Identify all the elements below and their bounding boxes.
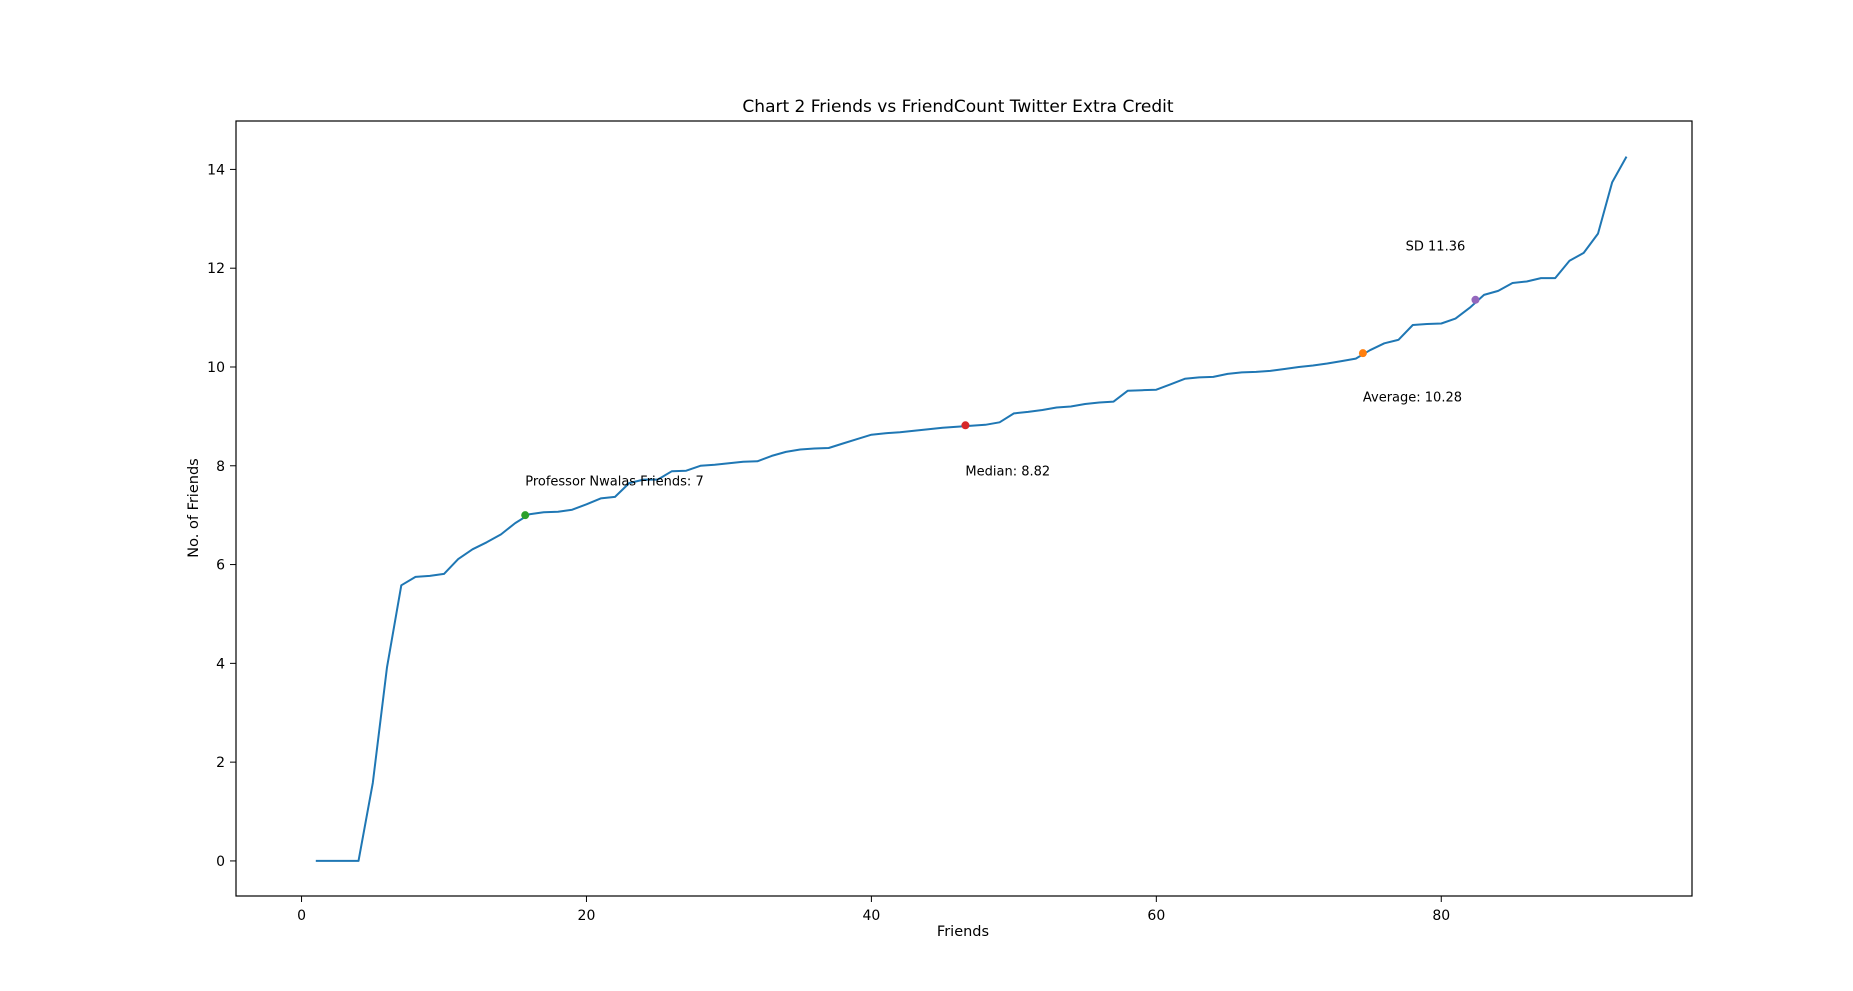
x-tick-label: 20 bbox=[578, 908, 596, 924]
x-tick-label: 0 bbox=[297, 908, 306, 924]
annotation-label: Median: 8.82 bbox=[965, 465, 1050, 480]
y-tick-label: 6 bbox=[216, 558, 225, 574]
plot-area: Professor Nwalas Friends: 7 Median: 8.82 A… bbox=[315, 156, 1628, 862]
x-tick-label: 60 bbox=[1147, 908, 1165, 924]
x-axis: 0 20 40 60 80 bbox=[297, 896, 1450, 924]
y-tick-label: 0 bbox=[216, 854, 225, 870]
x-tick-label: 40 bbox=[862, 908, 880, 924]
y-tick-label: 14 bbox=[207, 162, 225, 178]
y-tick-label: 8 bbox=[216, 459, 225, 475]
y-tick-label: 10 bbox=[207, 360, 225, 376]
y-tick-label: 2 bbox=[216, 755, 225, 771]
highlight-point bbox=[961, 421, 970, 430]
y-axis-label: No. of Friends bbox=[186, 458, 202, 557]
y-axis: 0 2 4 6 8 10 12 14 bbox=[207, 162, 236, 870]
highlight-point bbox=[1471, 295, 1480, 304]
chart-title: Chart 2 Friends vs FriendCount Twitter E… bbox=[742, 97, 1173, 117]
highlight-point bbox=[521, 511, 530, 520]
annotation-label: Average: 10.28 bbox=[1363, 391, 1462, 406]
y-tick-label: 4 bbox=[216, 656, 225, 672]
x-tick-label: 80 bbox=[1432, 908, 1450, 924]
plot-frame bbox=[235, 120, 1693, 897]
annotation-label: Professor Nwalas Friends: 7 bbox=[525, 475, 704, 490]
highlight-point bbox=[1358, 349, 1367, 358]
annotation-label: SD 11.36 bbox=[1406, 239, 1466, 254]
series-line bbox=[315, 156, 1628, 862]
y-tick-label: 12 bbox=[207, 261, 225, 277]
x-axis-label: Friends bbox=[937, 924, 989, 940]
